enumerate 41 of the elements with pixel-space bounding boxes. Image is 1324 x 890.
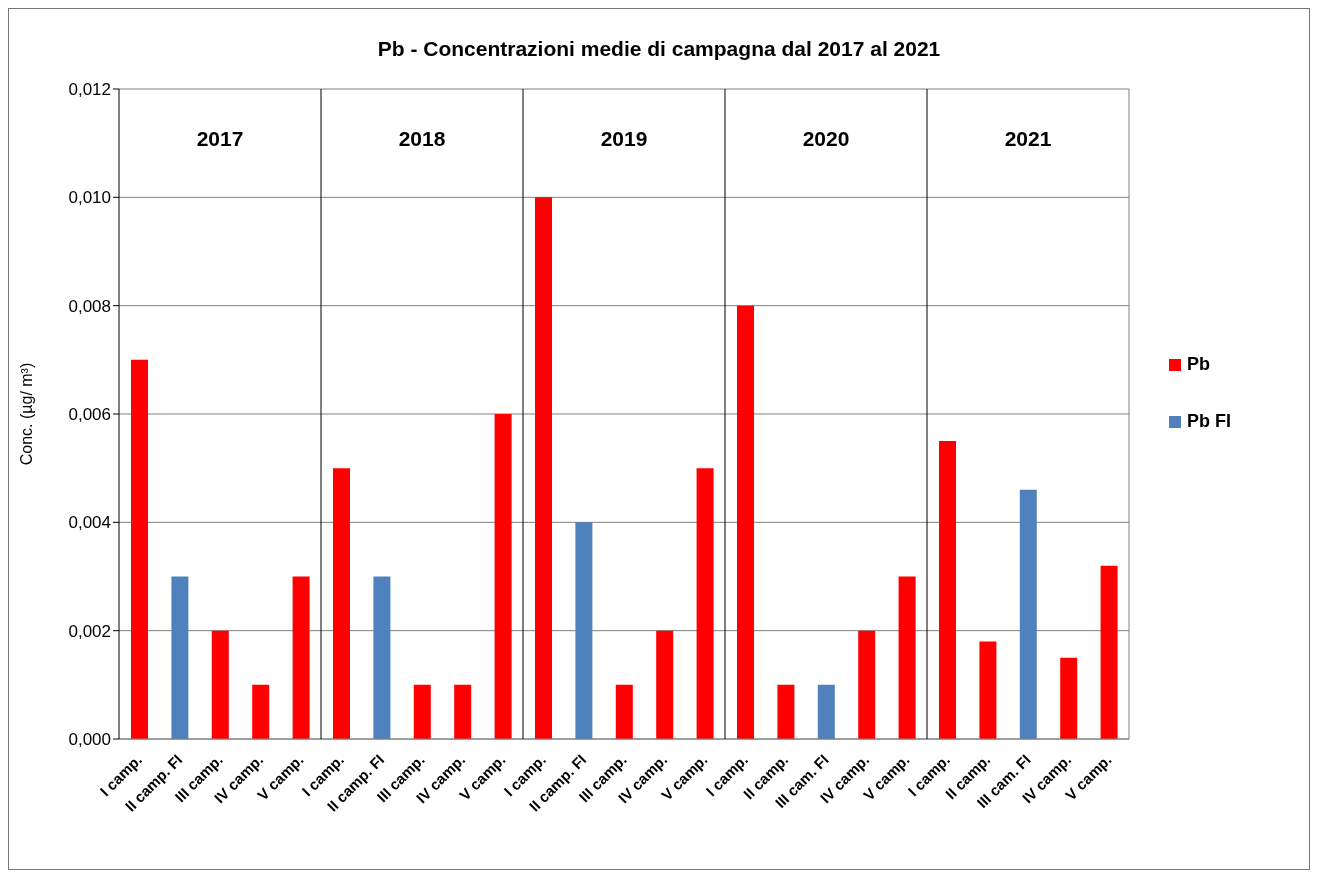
y-tick-label: 0,002	[68, 621, 111, 641]
annotation: 2017	[195, 127, 245, 151]
bar	[535, 197, 552, 739]
legend-label: Pb FI	[1187, 411, 1231, 432]
bar	[575, 522, 593, 739]
legend-label: Pb	[1187, 354, 1211, 375]
bar	[656, 630, 674, 739]
y-tick-label: 0,004	[68, 513, 111, 533]
bar	[494, 414, 512, 739]
bar	[696, 468, 714, 739]
bar	[817, 684, 835, 739]
bar	[454, 684, 472, 739]
y-tick-label: 0,008	[68, 296, 111, 316]
y-tick-label: 0,006	[68, 405, 111, 425]
annotation: 2021	[1003, 127, 1053, 151]
annotation: 2018	[397, 127, 447, 151]
bar	[131, 359, 148, 739]
bar	[1019, 489, 1037, 739]
bar	[777, 684, 795, 739]
y-axis-title: Conc. (µg/ m³)	[17, 362, 35, 466]
bar	[413, 684, 431, 739]
bar	[939, 441, 956, 739]
y-tick-label: 0,012	[68, 80, 111, 100]
bar	[333, 468, 350, 739]
bar	[1060, 657, 1078, 739]
bar	[373, 576, 391, 739]
annotation: 2020	[801, 127, 851, 151]
bar	[979, 641, 997, 739]
bar	[171, 576, 189, 739]
bar	[737, 305, 754, 739]
bar	[252, 684, 270, 739]
bar	[898, 576, 916, 739]
y-tick-label: 0,010	[68, 188, 111, 208]
bar	[1100, 565, 1118, 739]
annotation: 2019	[599, 127, 649, 151]
bar	[858, 630, 876, 739]
y-tick-label: 0,000	[68, 730, 111, 750]
bar	[615, 684, 633, 739]
chart-title: Pb - Concentrazioni medie di campagna dal 2017 al 2021	[376, 37, 942, 61]
bar	[292, 576, 310, 739]
bar	[211, 630, 229, 739]
